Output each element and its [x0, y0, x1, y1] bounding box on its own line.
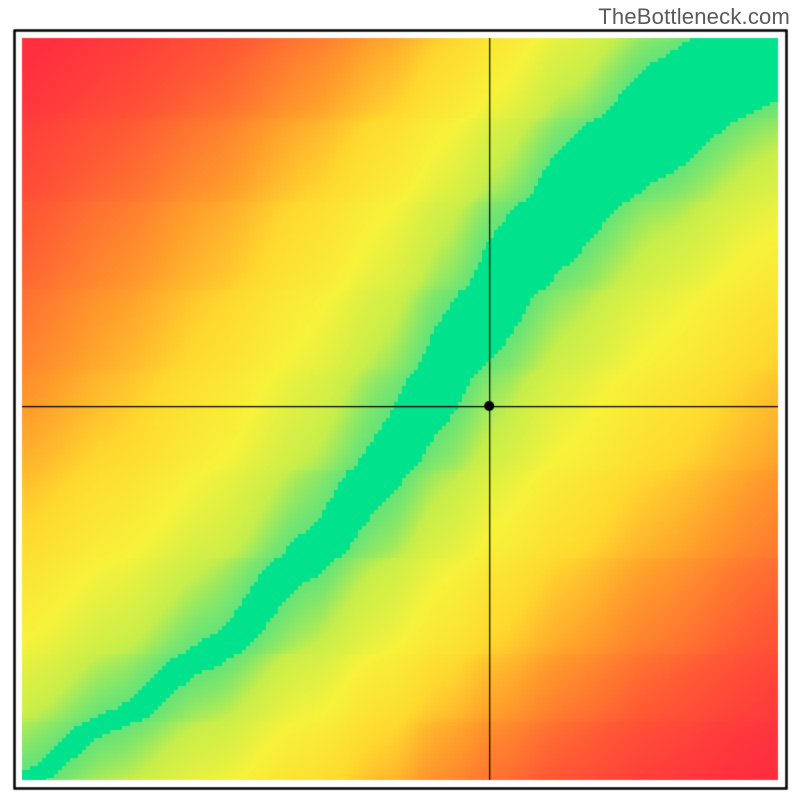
watermark-text: TheBottleneck.com — [598, 4, 790, 30]
chart-container: TheBottleneck.com — [0, 0, 800, 800]
bottleneck-heatmap-canvas — [0, 0, 800, 800]
